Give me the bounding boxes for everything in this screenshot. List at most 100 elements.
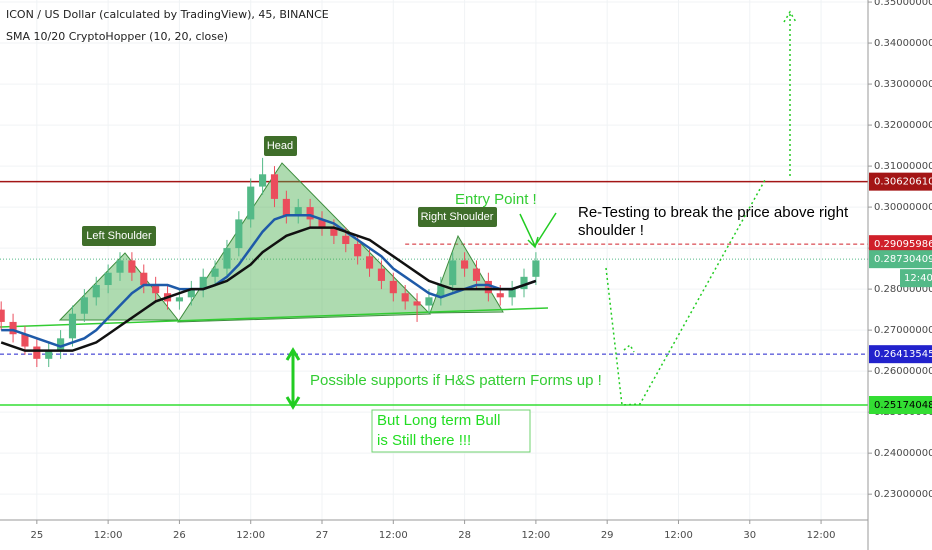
candle-body: [247, 186, 255, 220]
sma-line: [0, 226, 537, 352]
arrows: [285, 10, 797, 410]
neckline: [0, 307, 549, 328]
x-tick-label: 30: [743, 530, 756, 541]
candle-body: [175, 297, 183, 302]
price-lines: [0, 180, 868, 406]
candle-body: [425, 297, 433, 306]
candle-body: [401, 293, 409, 302]
candle-body: [104, 272, 112, 286]
time-axis: [0, 520, 868, 550]
candle-body: [389, 280, 397, 294]
entry-arrow: [519, 212, 557, 249]
label-box: [264, 136, 297, 156]
price-label-box: [869, 396, 932, 415]
label-box: [418, 207, 497, 227]
candle-body: [21, 334, 29, 347]
candle-body: [532, 260, 540, 277]
x-tick-label: 29: [601, 530, 614, 541]
price-label-box: [869, 250, 932, 269]
candle-body: [57, 338, 65, 351]
sma-line: [1, 214, 537, 348]
candle-body: [9, 321, 17, 335]
candle-body: [449, 260, 457, 286]
price-label: 0.26413545: [874, 349, 932, 360]
x-tick-label: 12:00: [236, 530, 265, 541]
grid: [0, 0, 868, 520]
candle-body: [116, 260, 124, 273]
projection: [605, 10, 797, 406]
candle-body: [306, 207, 314, 220]
x-tick-label: 12:00: [94, 530, 123, 541]
candle-body: [365, 256, 374, 269]
price-label: 0.25174048: [874, 400, 932, 411]
price-label: 0.28730409: [874, 254, 932, 265]
candle-body: [508, 289, 516, 298]
y-tick-label: 0.33000000: [874, 79, 932, 90]
y-tick-label: 0.31000000: [874, 161, 932, 172]
price-label-box: [869, 345, 932, 364]
annotation: shoulder !: [578, 222, 644, 239]
candle-body: [270, 174, 279, 199]
x-tick-label: 12:00: [379, 530, 408, 541]
x-tick-label: 25: [30, 530, 43, 541]
y-tick-label: 0.26000000: [874, 366, 932, 377]
candle-body: [33, 346, 41, 359]
candles: [0, 157, 540, 368]
candle-body: [45, 350, 53, 359]
candle-body: [377, 268, 385, 281]
candle-body: [330, 227, 338, 236]
chart-title: ICON / US Dollar (calculated by TradingV…: [6, 8, 329, 21]
price-label-box: [869, 172, 932, 191]
left-shoulder-shape: [58, 252, 180, 321]
label-box: [82, 226, 156, 246]
candle-body: [187, 289, 195, 298]
head-shape: [177, 162, 432, 323]
candle-body: [68, 313, 77, 339]
price-label: 0.29095986: [874, 239, 932, 250]
annotation: Left Shoulder: [86, 230, 152, 242]
annotation: Possible supports if H&S pattern Forms u…: [310, 372, 602, 389]
y-tick-label: 0.35000000: [874, 0, 932, 8]
x-tick-label: 12:00: [807, 530, 836, 541]
candle-body: [140, 272, 148, 286]
candle-body: [0, 309, 5, 322]
chart-subtitle: SMA 10/20 CryptoHopper (10, 20, close): [6, 30, 228, 43]
annotation: Head: [267, 140, 293, 152]
candle-body: [318, 219, 326, 228]
countdown-box: [900, 269, 932, 288]
y-tick-label: 0.23000000: [874, 489, 932, 500]
annotation: is Still there !!!: [377, 432, 471, 449]
candle-body: [223, 248, 231, 269]
y-tick-label: 0.32000000: [874, 120, 932, 131]
x-tick-label: 27: [316, 530, 329, 541]
y-tick-label: 0.27000000: [874, 325, 932, 336]
candle-body: [294, 207, 302, 216]
candle-body: [413, 301, 421, 306]
y-tick-label: 0.30000000: [874, 202, 932, 213]
candle-body: [235, 219, 243, 249]
sma-lines: [0, 214, 537, 352]
candle-body: [484, 280, 492, 294]
candle-body: [437, 285, 445, 298]
candle-body: [520, 276, 528, 290]
annotation: Right Shoulder: [421, 211, 494, 223]
candle-body: [496, 293, 504, 298]
price-label: 0.30620610: [874, 177, 932, 188]
x-tick-label: 12:00: [664, 530, 693, 541]
candle-body: [342, 235, 350, 245]
annotation: But Long term Bull: [377, 412, 500, 429]
label-box: [371, 409, 531, 453]
candle-body: [128, 260, 136, 273]
candle-body: [472, 268, 481, 281]
x-tick-label: 26: [173, 530, 186, 541]
candle-body: [199, 276, 207, 290]
candle-body: [461, 260, 469, 269]
y-tick-label: 0.24000000: [874, 448, 932, 459]
candle-body: [354, 244, 362, 257]
candle-body: [282, 198, 290, 216]
countdown: 12:40: [904, 273, 932, 284]
candle-body: [92, 285, 100, 298]
annotation: Re-Testing to break the price above righ…: [578, 204, 849, 221]
x-tick-label: 28: [458, 530, 471, 541]
candle-body: [211, 268, 219, 277]
